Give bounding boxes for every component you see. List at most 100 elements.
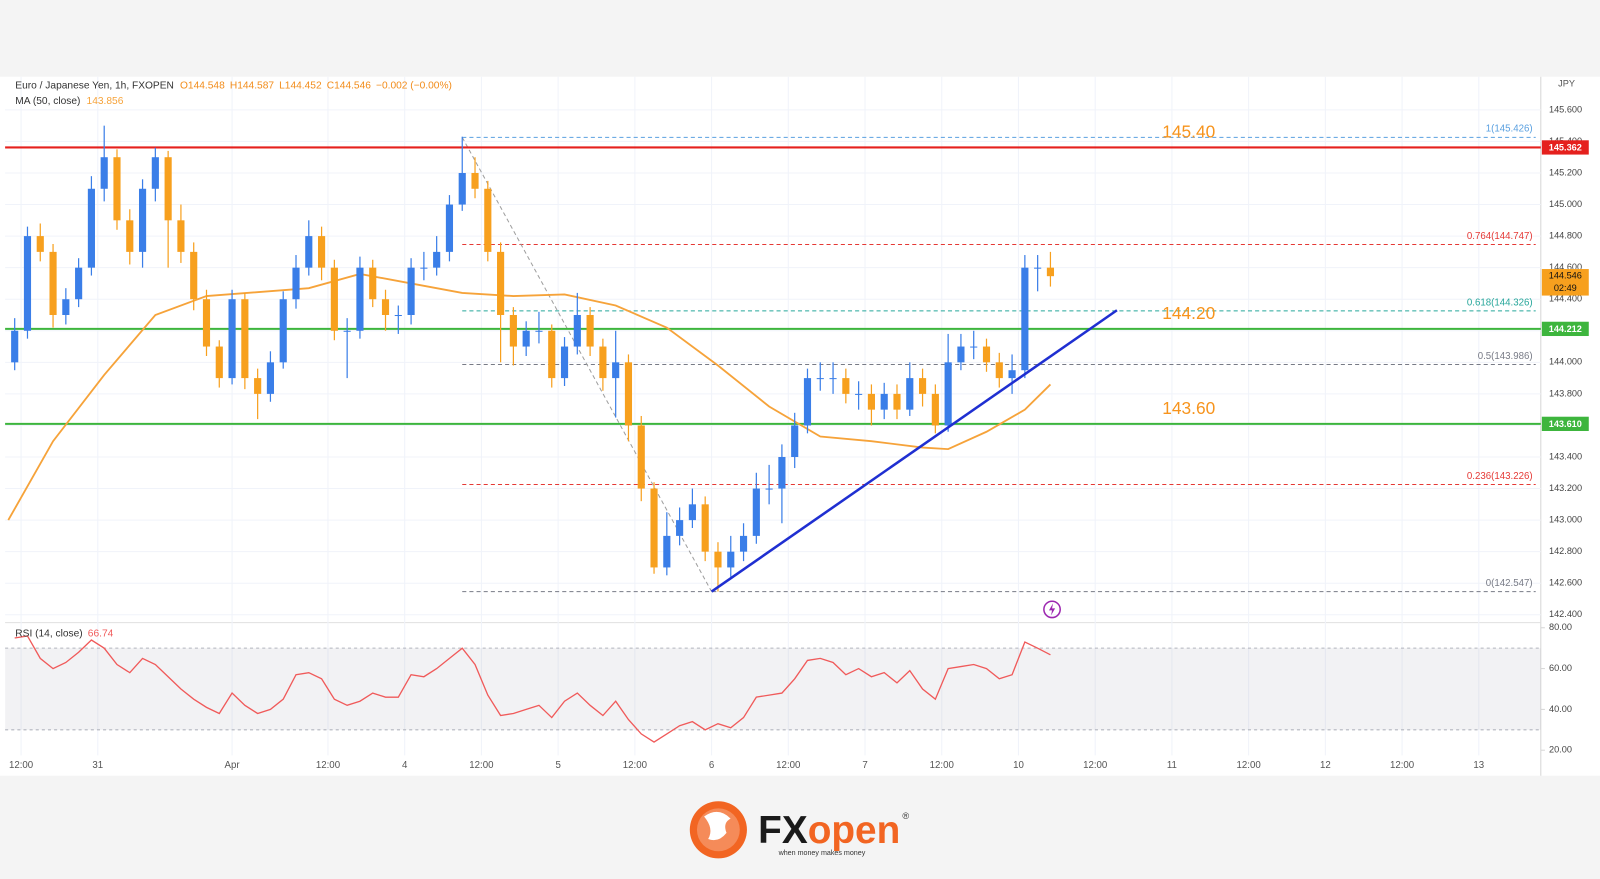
- price-tag: [1541, 321, 1589, 337]
- candle-body: [752, 488, 760, 536]
- x-tick-label: 4: [402, 760, 408, 771]
- fib-label: 0.5(143.986): [1478, 351, 1533, 362]
- candle-body: [701, 504, 709, 552]
- candle-body: [49, 251, 57, 315]
- ohlc-value: L144.452: [279, 81, 322, 92]
- candle-body: [867, 393, 875, 410]
- candle-body: [803, 378, 812, 426]
- fib-label: 1(145.426): [1486, 124, 1533, 135]
- y-tick-label: 40.00: [1549, 704, 1572, 714]
- x-tick-label: 12:00: [1237, 760, 1262, 771]
- candle-body: [62, 299, 70, 315]
- ohlc-value: −0.002 (−0.00%): [376, 81, 452, 92]
- candle-body: [126, 220, 134, 252]
- candle-body: [330, 267, 338, 331]
- candle-body: [586, 314, 594, 347]
- candle-body: [624, 362, 633, 426]
- candle-body: [202, 299, 211, 347]
- x-tick-label: 12:00: [930, 760, 955, 771]
- y-tick-label: 142.400: [1549, 609, 1582, 619]
- candle-body: [509, 314, 517, 347]
- x-tick-label: 11: [1167, 760, 1177, 771]
- y-tick-label: 145.600: [1549, 104, 1582, 114]
- x-tick-label: 12:00: [776, 760, 801, 771]
- y-tick-label: 142.600: [1549, 578, 1582, 588]
- y-tick-label: 144.600: [1549, 262, 1582, 272]
- y-tick-label: 142.800: [1549, 546, 1582, 556]
- price-tag: [1541, 416, 1589, 432]
- level-annotation: 143.60: [1162, 398, 1215, 418]
- candle-body: [765, 488, 773, 490]
- candle-body: [11, 330, 19, 363]
- y-tick-label: 143.800: [1549, 388, 1582, 398]
- ma-legend-value: 143.856: [87, 96, 124, 107]
- countdown-label: 02:49: [1554, 283, 1577, 293]
- candle-body: [433, 251, 441, 268]
- x-tick-label: Apr: [225, 760, 241, 771]
- rsi-line: [14, 635, 1051, 743]
- y-tick-label: 20.00: [1549, 745, 1572, 755]
- rsi-legend-value: 66.74: [88, 629, 114, 640]
- candle-body: [177, 220, 185, 252]
- candle-body: [816, 378, 824, 380]
- fib-label: 0.618(144.326): [1467, 297, 1533, 308]
- rsi-pane: [5, 624, 1541, 756]
- x-tick-label: 10: [1013, 760, 1024, 771]
- fib-label: 0.236(143.226): [1467, 471, 1533, 482]
- x-tick-label: 6: [709, 760, 714, 771]
- y-tick-label: 143.200: [1549, 483, 1582, 493]
- candle-body: [906, 378, 914, 410]
- candle-body: [394, 314, 402, 317]
- x-tick-label: 12:00: [316, 760, 341, 771]
- candle-body: [318, 236, 326, 268]
- rsi-band: [5, 648, 1541, 730]
- candle-body: [522, 330, 530, 347]
- candle-body: [343, 330, 351, 332]
- candle-body: [893, 393, 901, 410]
- candle-body: [663, 535, 671, 568]
- candle-body: [215, 346, 223, 379]
- x-tick-label: 31: [92, 760, 103, 771]
- ohlc-value: O144.548: [180, 81, 225, 92]
- candle-body: [356, 267, 364, 331]
- current-price-tag: [1541, 269, 1589, 296]
- candle-body: [1021, 267, 1029, 371]
- candle-body: [918, 378, 927, 394]
- candle-body: [407, 267, 415, 315]
- y-tick-label: 143.400: [1549, 451, 1582, 461]
- alert-icon: [1043, 600, 1061, 619]
- fib-diagonal: [461, 137, 713, 592]
- candle-body: [292, 267, 300, 300]
- x-tick-label: 12:00: [1083, 760, 1108, 771]
- candle-body: [87, 188, 95, 268]
- candle-body: [637, 425, 645, 489]
- level-annotation: 145.40: [1162, 122, 1215, 142]
- candle-body: [778, 456, 786, 489]
- price-tag-label: 145.362: [1549, 142, 1582, 152]
- candle-body: [100, 157, 108, 189]
- candle-body: [228, 299, 236, 379]
- trendline: [710, 309, 1118, 593]
- candle-body: [560, 346, 569, 379]
- y-tick-label: 144.400: [1549, 294, 1582, 304]
- candle-body: [484, 188, 492, 252]
- candle-body: [995, 362, 1003, 379]
- candle-body: [497, 251, 505, 315]
- candle-body: [36, 236, 44, 252]
- price-tag-label: 144.212: [1549, 324, 1582, 334]
- candle-body: [727, 551, 735, 568]
- candle-body: [190, 251, 198, 300]
- grid: [5, 76, 1541, 756]
- candle-body: [138, 188, 147, 252]
- x-tick-label: 5: [555, 760, 560, 771]
- candle-body: [381, 299, 390, 315]
- candle-body: [791, 425, 799, 457]
- candle-body: [931, 393, 939, 426]
- brand-text: open: [808, 809, 901, 852]
- candle-body: [970, 346, 978, 348]
- x-tick-label: 12:00: [623, 760, 648, 771]
- candle-body: [113, 157, 121, 221]
- candle-body: [241, 299, 249, 379]
